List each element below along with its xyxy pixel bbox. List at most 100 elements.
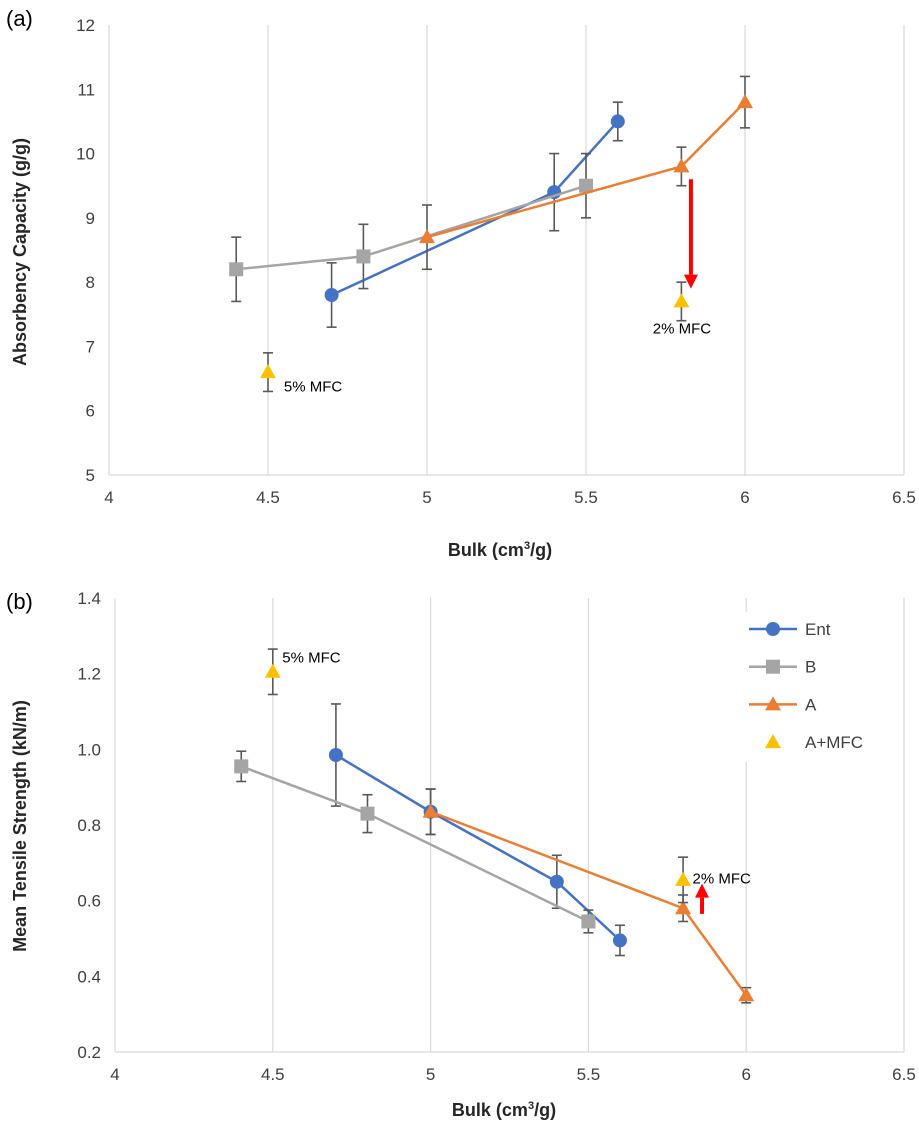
panel-b: (b) 4 4.5 5 5.5 6 6.5 0.2 0.4 0.6 0.8 1.0 1.2 1.4 5%… — [6, 589, 916, 1120]
panel-b-legend: Ent BA A+MFC — [742, 612, 892, 762]
red-arrow-head — [695, 883, 710, 898]
panel-b-xtick-label: 4 — [110, 1065, 119, 1084]
red-arrow — [683, 179, 698, 289]
data-point — [260, 364, 276, 379]
annotation-label: 2% MFC — [653, 321, 712, 338]
series-line — [331, 120, 619, 297]
panel-b-ytick-label: 0.8 — [77, 816, 101, 835]
panel-b-xlabel-tail: /g) — [534, 1100, 556, 1120]
panel-b-series-b — [234, 750, 596, 934]
panel-a-ytick-label: 7 — [86, 337, 95, 356]
legend-background — [742, 612, 892, 762]
data-point — [675, 871, 692, 886]
legend-item: A+MFC — [765, 733, 863, 752]
panel-b-ytick-label: 1.2 — [77, 665, 101, 684]
panel-a-ylabel: Absorbency Capacity (g/g) — [10, 138, 30, 366]
data-point — [673, 158, 690, 173]
panel-a: (a) 4 4.5 5 5.5 6 6.5 5 6 7 8 9 10 11 12 5% MFC 2% MFC… — [6, 6, 916, 560]
panel-b-series-a-mfc — [264, 648, 692, 904]
panel-a-ticks: 4 4.5 5 5.5 6 6.5 5 6 7 8 9 10 11 12 — [76, 16, 916, 507]
panel-a-series-ent — [324, 101, 625, 328]
panel-a-xtick-label: 4.5 — [256, 488, 280, 507]
panel-a-xtick-label: 5.5 — [574, 488, 598, 507]
panel-a-ytick-label: 5 — [86, 466, 95, 485]
data-point — [264, 663, 281, 678]
data-point — [581, 914, 596, 929]
panel-a-xtick-label: 6 — [740, 488, 749, 507]
panel-b-xtick-label: 5 — [426, 1065, 435, 1084]
panel-a-ytick-label: 11 — [77, 80, 95, 99]
legend-marker — [765, 696, 781, 711]
panel-a-xtick-label: 5 — [422, 488, 431, 507]
panel-a-annotations: 5% MFC 2% MFC — [284, 179, 711, 395]
panel-a-series-b — [229, 152, 593, 303]
data-point — [612, 933, 627, 948]
data-point — [738, 987, 755, 1002]
legend-marker — [765, 734, 781, 749]
panel-b-annotations: 5% MFC 2% MFC — [282, 649, 751, 914]
annotation-label: 5% MFC — [282, 649, 341, 666]
legend-label: B — [805, 658, 816, 677]
panel-b-xtick-label: 6 — [741, 1065, 750, 1084]
panel-a-xtick-label: 6.5 — [892, 488, 916, 507]
panel-b-ytick-label: 1.0 — [77, 740, 101, 759]
data-point — [673, 293, 690, 308]
red-arrow — [695, 883, 710, 914]
data-point — [419, 229, 435, 244]
red-arrow-head — [683, 274, 698, 289]
series-line — [240, 765, 589, 923]
panel-a-series-a-mfc — [260, 281, 690, 393]
legend-item: A — [749, 695, 817, 714]
data-point — [324, 288, 339, 302]
panel-b-ytick-label: 1.4 — [77, 589, 101, 608]
panel-b-xlabel-sup: 3 — [528, 1100, 534, 1112]
panel-b-ytick-label: 0.2 — [77, 1043, 101, 1062]
panel-a-ytick-label: 9 — [86, 209, 95, 228]
panel-a-xlabel: Bulk (cm3/g) — [448, 540, 552, 560]
series-line — [236, 184, 587, 271]
panel-b-xlabel: Bulk (cm3/g) — [452, 1100, 556, 1120]
legend-label: Ent — [805, 620, 831, 639]
data-point — [549, 874, 564, 889]
data-point — [328, 748, 343, 763]
panel-a-xtick-label: 4 — [104, 488, 113, 507]
panel-b-ytick-label: 0.6 — [77, 892, 101, 911]
panel-b-series — [234, 648, 755, 1004]
panel-a-xlabel-tail: /g) — [530, 540, 552, 560]
series-line — [335, 753, 621, 942]
annotation-label: 2% MFC — [693, 871, 752, 888]
panel-b-xtick-label: 5.5 — [577, 1065, 601, 1084]
panel-a-ytick-label: 6 — [86, 402, 95, 421]
data-point — [610, 114, 625, 129]
panel-a-xlabel-main: Bulk (cm — [448, 540, 524, 560]
panel-a-ytick-label: 10 — [76, 145, 95, 164]
panel-a-ytick-label: 8 — [86, 273, 95, 292]
panel-b-tag: (b) — [6, 589, 33, 614]
panel-a-series — [229, 75, 753, 393]
panel-a-tag: (a) — [6, 6, 33, 31]
panel-b-xtick-label: 6.5 — [892, 1065, 916, 1084]
data-point — [737, 94, 753, 109]
data-point — [579, 178, 593, 193]
data-point — [229, 262, 244, 277]
panel-a-ytick-label: 12 — [76, 16, 95, 35]
data-point — [422, 803, 439, 818]
panel-a-xlabel-sup: 3 — [524, 540, 530, 552]
panel-b-xlabel-main: Bulk (cm — [452, 1100, 528, 1120]
legend-item: Ent — [749, 620, 831, 639]
panel-b-xtick-label: 4.5 — [261, 1065, 285, 1084]
legend-marker — [766, 622, 780, 636]
panel-a-grid — [108, 25, 905, 475]
legend-label: A+MFC — [805, 733, 863, 752]
legend-item: B — [749, 658, 816, 677]
legend-marker — [766, 659, 780, 674]
data-point — [234, 759, 249, 774]
data-point — [675, 900, 692, 915]
legend-label: A — [805, 695, 817, 714]
panel-a-series-a — [419, 75, 753, 271]
panel-b-ytick-label: 0.4 — [77, 967, 101, 986]
data-point — [356, 249, 371, 264]
panel-b-ylabel: Mean Tensile Strength (kN/m) — [10, 700, 30, 952]
annotation-label: 5% MFC — [284, 378, 343, 395]
